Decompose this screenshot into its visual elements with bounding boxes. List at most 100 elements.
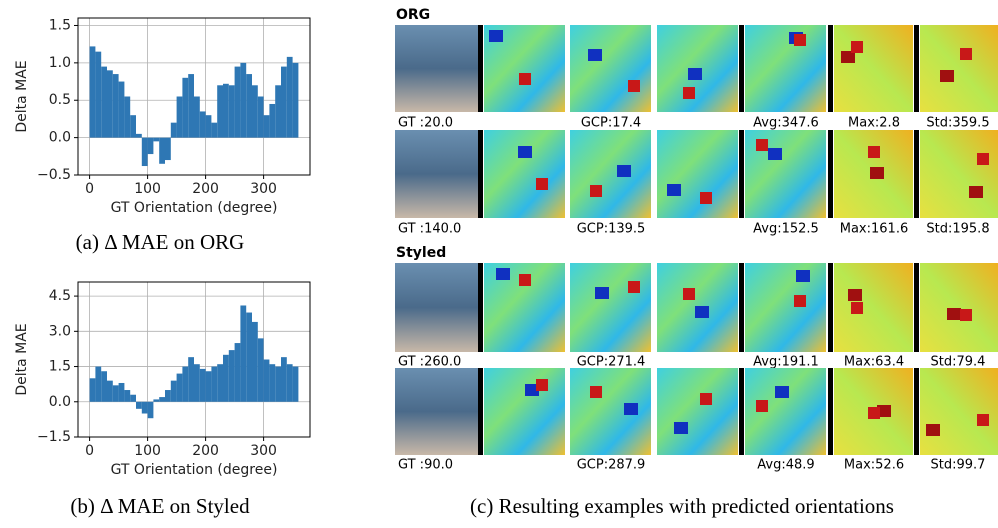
- heatmap-spot: [489, 30, 503, 42]
- bar: [165, 137, 171, 161]
- bar: [199, 111, 206, 138]
- heatmap-spot: [841, 51, 855, 63]
- bar: [159, 397, 165, 402]
- bar: [252, 321, 258, 402]
- max-label: Max:2.8: [848, 116, 900, 131]
- bar: [281, 66, 287, 138]
- bar: [89, 46, 96, 138]
- bar: [130, 394, 136, 402]
- bar: [141, 137, 148, 167]
- x-axis-label: GT Orientation (degree): [111, 200, 278, 216]
- heatmap: [745, 263, 826, 352]
- avg-label: Avg:347.6: [753, 116, 819, 131]
- max-label: Max:161.6: [840, 222, 908, 237]
- heatmap-spot: [848, 289, 862, 301]
- bar: [205, 115, 212, 138]
- heatmap-spot: [700, 393, 712, 405]
- bar: [223, 354, 229, 402]
- y-tick-label: 1.5: [49, 359, 71, 375]
- bar: [101, 371, 107, 402]
- heatmap-spot: [683, 288, 695, 300]
- heatmap: [920, 25, 998, 112]
- gcp-label: GCP:17.4: [581, 116, 641, 131]
- heatmap-spot: [667, 184, 681, 196]
- heatmap-spot: [851, 41, 863, 53]
- heatmap-spot: [628, 281, 640, 293]
- gt-label: GT :260.0: [398, 355, 461, 370]
- heatmap-spot: [756, 400, 768, 412]
- heatmap-spot: [960, 48, 972, 60]
- heatmap-spot: [947, 308, 961, 320]
- separator: [828, 130, 833, 218]
- heatmap-spot: [868, 146, 880, 158]
- x-tick-label: 300: [250, 181, 277, 197]
- plot-frame: [77, 281, 311, 438]
- bar: [275, 366, 281, 402]
- separator: [478, 368, 483, 455]
- bar: [263, 115, 270, 138]
- heatmap-spot: [756, 139, 768, 151]
- separator: [478, 263, 483, 352]
- separator: [739, 130, 744, 218]
- heatmap-spot: [518, 146, 532, 158]
- bar: [130, 115, 136, 138]
- separator: [914, 263, 919, 352]
- bar: [286, 364, 293, 402]
- bar: [269, 103, 276, 138]
- x-tick-label: 100: [134, 443, 161, 459]
- y-tick-label: 1.0: [49, 55, 71, 71]
- bar: [188, 357, 194, 402]
- heatmap: [657, 130, 738, 218]
- bar: [182, 366, 189, 402]
- gcp-label: GCP:287.9: [577, 458, 646, 473]
- bar: [153, 137, 160, 142]
- heatmap-spot: [794, 34, 806, 46]
- bar: [159, 137, 165, 164]
- separator: [914, 130, 919, 218]
- heatmap-spot: [617, 165, 631, 177]
- bar: [199, 368, 206, 402]
- separator: [828, 263, 833, 352]
- bar: [118, 81, 125, 138]
- gcp-label: GCP:271.4: [577, 355, 646, 370]
- std-label: Std:99.7: [931, 458, 986, 473]
- plot-frame: [77, 17, 311, 176]
- bar: [205, 371, 212, 402]
- bar: [292, 62, 299, 138]
- bar: [257, 96, 264, 138]
- separator: [739, 368, 744, 455]
- gt-label: GT :90.0: [398, 458, 453, 473]
- separator: [478, 25, 483, 112]
- bar: [165, 390, 171, 402]
- bar: [112, 385, 119, 402]
- y-axis-label: Delta MAE: [14, 60, 30, 132]
- heatmap-spot: [683, 87, 695, 99]
- person-photo: [395, 25, 478, 112]
- bar: [136, 401, 142, 409]
- bar: [112, 74, 119, 138]
- caption: (a) Δ MAE on ORG: [76, 230, 245, 254]
- std-label: Std:359.5: [926, 116, 989, 131]
- heatmap-spot: [519, 73, 531, 85]
- gcp-label: GCP:139.5: [577, 222, 646, 237]
- x-axis-label: GT Orientation (degree): [111, 462, 278, 478]
- x-tick-label: 100: [134, 181, 161, 197]
- bar: [194, 364, 200, 402]
- heatmap-spot: [688, 68, 702, 80]
- bar: [217, 364, 223, 402]
- section-title: ORG: [396, 7, 430, 23]
- separator: [914, 25, 919, 112]
- x-tick-label: 0: [85, 443, 94, 459]
- bar: [107, 70, 113, 138]
- bar: [118, 382, 125, 402]
- bar: [211, 122, 218, 138]
- heatmap-spot: [977, 414, 989, 426]
- y-tick-label: −0.5: [37, 167, 71, 183]
- section-title: Styled: [396, 245, 446, 261]
- bar: [107, 380, 113, 402]
- bar: [223, 83, 229, 138]
- bar: [101, 66, 107, 138]
- heatmap-spot: [536, 379, 548, 391]
- separator: [478, 130, 483, 218]
- max-label: Max:63.4: [844, 355, 904, 370]
